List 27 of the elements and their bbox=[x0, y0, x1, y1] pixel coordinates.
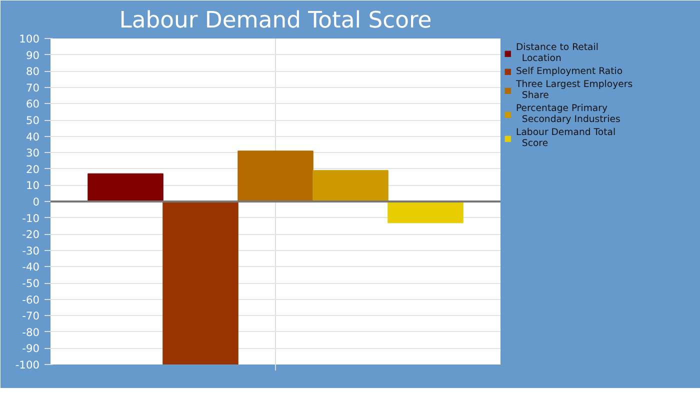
y-tick-label: 100 bbox=[19, 32, 40, 46]
y-tick-label: -20 bbox=[22, 228, 40, 242]
y-tick-label: -60 bbox=[22, 293, 40, 306]
y-tick-label: -90 bbox=[22, 342, 40, 356]
y-tick-label: 80 bbox=[26, 65, 40, 78]
y-tick-label: 60 bbox=[26, 98, 40, 111]
y-tick-label: -50 bbox=[22, 277, 40, 290]
legend-label: Percentage Primary Secondary Industries bbox=[516, 103, 620, 125]
legend-label: Distance to Retail Location bbox=[516, 42, 598, 64]
legend-label: Three Largest Employers Share bbox=[516, 79, 633, 101]
y-tick-label: 40 bbox=[26, 130, 40, 144]
y-tick-label: -100 bbox=[15, 358, 40, 372]
chart-title: Labour Demand Total Score bbox=[119, 8, 432, 34]
y-tick-label: 10 bbox=[26, 179, 40, 192]
y-tick-label: 90 bbox=[26, 48, 40, 62]
y-tick-label: 30 bbox=[26, 146, 40, 160]
y-tick-label: -10 bbox=[22, 212, 40, 225]
legend-label: Self Employment Ratio bbox=[516, 66, 623, 77]
y-tick-label: -80 bbox=[22, 326, 40, 339]
y-tick-label: -40 bbox=[22, 260, 40, 274]
y-tick-label: 50 bbox=[26, 114, 40, 127]
y-tick-label: -70 bbox=[22, 310, 40, 323]
y-tick-label: 0 bbox=[32, 196, 40, 208]
y-tick-label: -30 bbox=[22, 244, 40, 258]
legend-label: Labour Demand Total Score bbox=[516, 127, 616, 149]
y-tick-label: 70 bbox=[26, 81, 40, 94]
y-tick-label: 20 bbox=[26, 162, 40, 176]
